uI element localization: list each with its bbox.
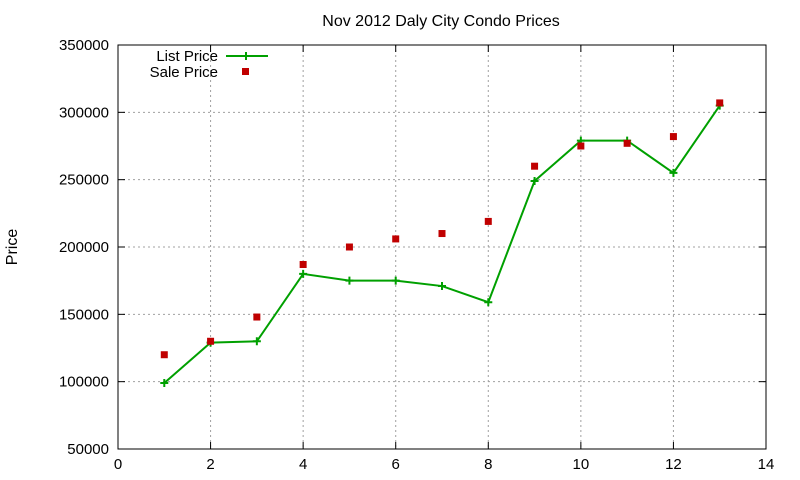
sale-price-point bbox=[716, 99, 724, 107]
sale-price-point bbox=[253, 313, 261, 321]
x-tick-label: 4 bbox=[299, 456, 307, 473]
series-layer bbox=[160, 99, 724, 388]
y-tick-label: 250000 bbox=[59, 172, 109, 189]
x-tick-label: 0 bbox=[114, 456, 122, 473]
gridlines bbox=[118, 45, 766, 449]
list-price-point bbox=[484, 298, 493, 307]
sale-price-point bbox=[299, 261, 307, 269]
sale-price-point bbox=[531, 162, 539, 170]
list-price-point bbox=[391, 276, 400, 285]
legend: List Price Sale Price bbox=[150, 48, 268, 81]
list-price-point bbox=[252, 337, 261, 346]
y-tick-label: 300000 bbox=[59, 104, 109, 121]
list-price-line bbox=[163, 105, 721, 384]
chart-title: Nov 2012 Daly City Condo Prices bbox=[322, 13, 559, 30]
list-price-point bbox=[530, 177, 539, 186]
legend-label-list-price: List Price bbox=[156, 48, 218, 65]
list-price-point bbox=[299, 269, 308, 278]
sale-price-point bbox=[392, 235, 400, 243]
list-price-point bbox=[345, 276, 354, 285]
y-axis-label: Price bbox=[4, 229, 21, 266]
y-tick-label: 150000 bbox=[59, 306, 109, 323]
x-tick-label: 2 bbox=[206, 456, 214, 473]
sale-price-point bbox=[669, 133, 677, 141]
y-tick-label: 350000 bbox=[59, 37, 109, 54]
legend-marker-sale-price bbox=[242, 68, 249, 75]
axis-ticks: 0 2 4 6 8 10 12 14 50000 100000 150000 200000 250000… bbox=[59, 37, 774, 473]
sale-price-point bbox=[438, 230, 446, 238]
sale-price-point bbox=[160, 351, 168, 359]
list-price-point bbox=[669, 168, 678, 177]
x-tick-label: 6 bbox=[392, 456, 400, 473]
x-tick-label: 14 bbox=[758, 456, 775, 473]
legend-marker-list-price bbox=[242, 52, 250, 60]
sale-price-point bbox=[577, 142, 585, 150]
sale-price-point bbox=[345, 243, 353, 251]
sale-price-point bbox=[623, 139, 631, 147]
list-price-point bbox=[160, 379, 169, 388]
sale-price-point bbox=[207, 337, 215, 345]
x-tick-label: 8 bbox=[484, 456, 492, 473]
y-tick-label: 50000 bbox=[67, 441, 109, 458]
x-tick-label: 10 bbox=[573, 456, 590, 473]
sale-price-point bbox=[484, 217, 492, 225]
legend-label-sale-price: Sale Price bbox=[150, 64, 218, 81]
y-tick-label: 200000 bbox=[59, 239, 109, 256]
x-tick-label: 12 bbox=[665, 456, 682, 473]
y-tick-label: 100000 bbox=[59, 374, 109, 391]
list-price-point bbox=[438, 282, 446, 291]
